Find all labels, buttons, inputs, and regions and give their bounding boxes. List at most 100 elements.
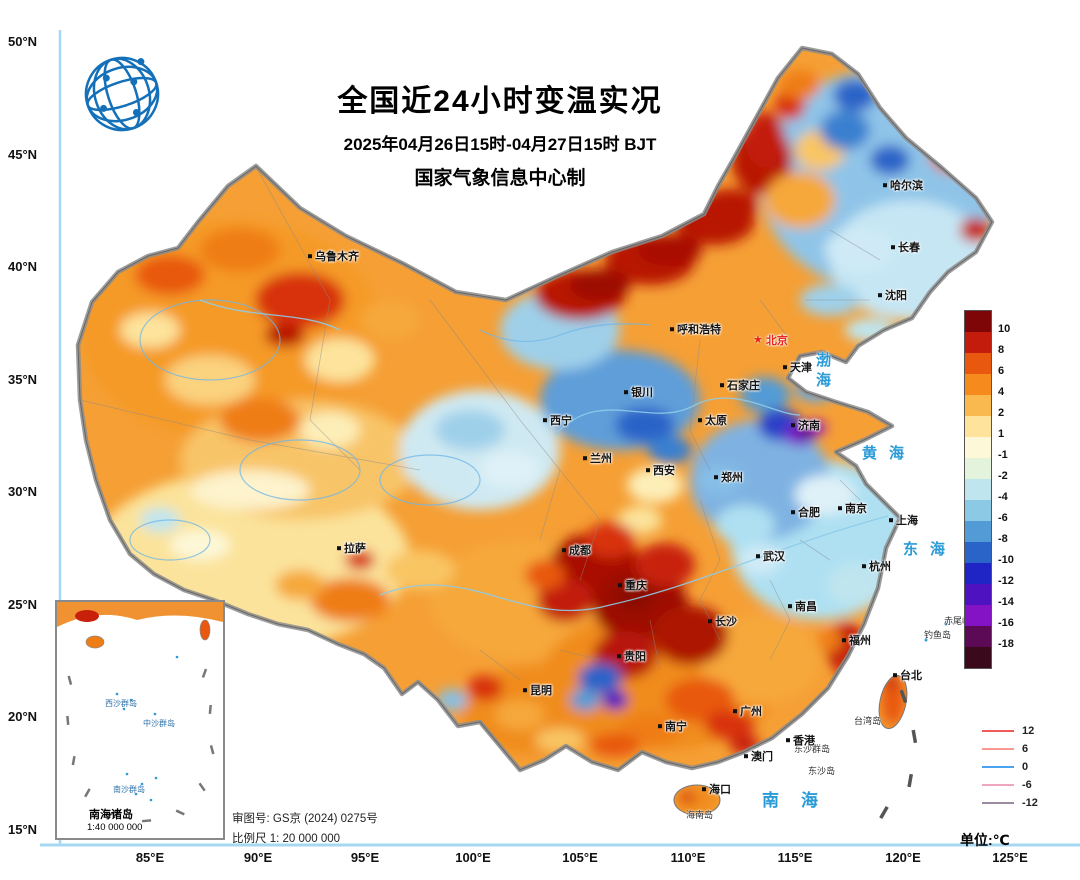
city-南京: 南京 (838, 500, 867, 516)
city-label: 郑州 (721, 472, 743, 485)
city-福州: 福州 (842, 632, 871, 648)
colorbar-segment (965, 542, 991, 563)
colorbar-tick-label: 2 (998, 407, 1005, 419)
colorbar-segment (965, 437, 991, 458)
city-marker-icon (756, 554, 760, 559)
city-西宁: 西宁 (543, 412, 572, 428)
city-label: 乌鲁木齐 (315, 251, 359, 264)
line-legend-row: -6 (982, 776, 1038, 794)
city-南宁: 南宁 (658, 718, 687, 734)
line-legend: 12 6 0 -6 -12 (982, 722, 1038, 812)
colorbar-tick-label: -16 (998, 617, 1014, 629)
city-杭州: 杭州 (862, 558, 891, 574)
lat-tick-label: 20°N (8, 709, 38, 724)
city-label: 上海 (896, 515, 918, 528)
colorbar-segment (965, 395, 991, 416)
city-marker-icon (791, 510, 795, 515)
legend-line-value: -12 (1022, 797, 1038, 809)
city-label: 西安 (653, 465, 675, 478)
city-marker-icon (733, 709, 737, 714)
city-label: 沈阳 (885, 290, 907, 303)
lon-tick-label: 105°E (562, 850, 598, 865)
city-香港: 香港 (786, 732, 815, 748)
city-label: 南昌 (795, 601, 817, 614)
legend-line-value: 6 (1022, 743, 1029, 755)
city-marker-icon (786, 738, 790, 743)
city-label: 合肥 (798, 507, 820, 520)
lon-tick-label: 115°E (777, 850, 813, 865)
city-呼和浩特: 呼和浩特 (670, 321, 721, 337)
city-沈阳: 沈阳 (878, 287, 907, 303)
city-兰州: 兰州 (583, 450, 612, 466)
city-label: 南宁 (665, 721, 687, 734)
colorbar-tick-label: -18 (998, 638, 1014, 650)
city-乌鲁木齐: 乌鲁木齐 (308, 248, 359, 264)
time-range: 2025年04月26日15时-04月27日15时 BJT (343, 135, 657, 154)
lon-tick-label: 110°E (670, 850, 706, 865)
lon-tick-label: 90°E (243, 850, 273, 865)
map-scale: 比例尺 1: 20 000 000 (232, 833, 341, 845)
island-label-东沙岛: 东沙岛 (808, 766, 836, 776)
lat-tick-label: 40°N (8, 259, 38, 274)
legend-line-swatch (982, 766, 1014, 768)
city-label: 广州 (740, 706, 762, 719)
city-marker-icon (658, 724, 662, 729)
colorbar-tick-label: -10 (998, 554, 1014, 566)
sea-label-黄海: 黄海 (862, 445, 917, 462)
inset-nine-dash-segments (66, 668, 215, 823)
lat-tick-label: 35°N (8, 372, 38, 387)
city-北京: ★ 北京 (753, 332, 788, 348)
city-marker-icon (862, 564, 866, 569)
city-label: 香港 (793, 735, 815, 748)
city-广州: 广州 (733, 703, 762, 719)
city-合肥: 合肥 (791, 504, 820, 520)
city-天津: 天津 (783, 359, 812, 375)
city-label: 台北 (900, 670, 922, 683)
city-marker-icon (788, 604, 792, 609)
colorbar-segment (965, 647, 991, 668)
colorbar-segment (965, 500, 991, 521)
colorbar-segment (965, 374, 991, 395)
city-marker-icon (698, 418, 702, 423)
line-legend-row: 6 (982, 740, 1038, 758)
lon-tick-label: 85°E (135, 850, 165, 865)
lat-tick-label: 15°N (8, 822, 38, 837)
lat-tick-label: 25°N (8, 597, 38, 612)
colorbar-segment (965, 332, 991, 353)
legend-line-value: 12 (1022, 725, 1035, 737)
colorbar-tick-label: 8 (998, 344, 1005, 356)
contour-lines (129, 299, 651, 561)
island-label-东沙群岛: 东沙群岛 (794, 744, 831, 754)
colorbar-tick-label: -14 (998, 596, 1014, 608)
city-郑州: 郑州 (714, 469, 743, 485)
city-label: 石家庄 (727, 380, 760, 393)
city-marker-icon (646, 468, 650, 473)
city-marker-icon (523, 688, 527, 693)
city-label: 福州 (849, 635, 871, 648)
sea-label-东海: 东海 (903, 541, 958, 558)
city-石家庄: 石家庄 (720, 377, 760, 393)
taiwan-island (878, 674, 908, 730)
city-南昌: 南昌 (788, 598, 817, 614)
sea-label-南海: 南海 (762, 791, 840, 810)
city-澳门: 澳门 (744, 748, 773, 764)
colorbar-tick-label: -6 (998, 512, 1008, 524)
legend-line-swatch (982, 748, 1014, 750)
sea-label-渤海: 渤海 (814, 352, 831, 392)
rivers (199, 299, 889, 612)
city-济南: 济南 (791, 417, 820, 433)
city-marker-icon (891, 245, 895, 250)
city-重庆: 重庆 (618, 577, 647, 593)
legend-line-swatch (982, 802, 1014, 804)
city-武汉: 武汉 (756, 548, 785, 564)
inset-label-中沙群岛: 中沙群岛 (143, 719, 175, 728)
city-银川: 银川 (624, 384, 653, 400)
city-label: 长春 (898, 242, 920, 255)
city-marker-icon (543, 418, 547, 423)
island-label-钓鱼岛: 钓鱼岛 (924, 630, 952, 640)
lon-tick-label: 100°E (455, 850, 491, 865)
producer: 国家气象信息中心制 (414, 168, 586, 189)
city-marker-icon (624, 390, 628, 395)
city-marker-icon (308, 254, 312, 259)
